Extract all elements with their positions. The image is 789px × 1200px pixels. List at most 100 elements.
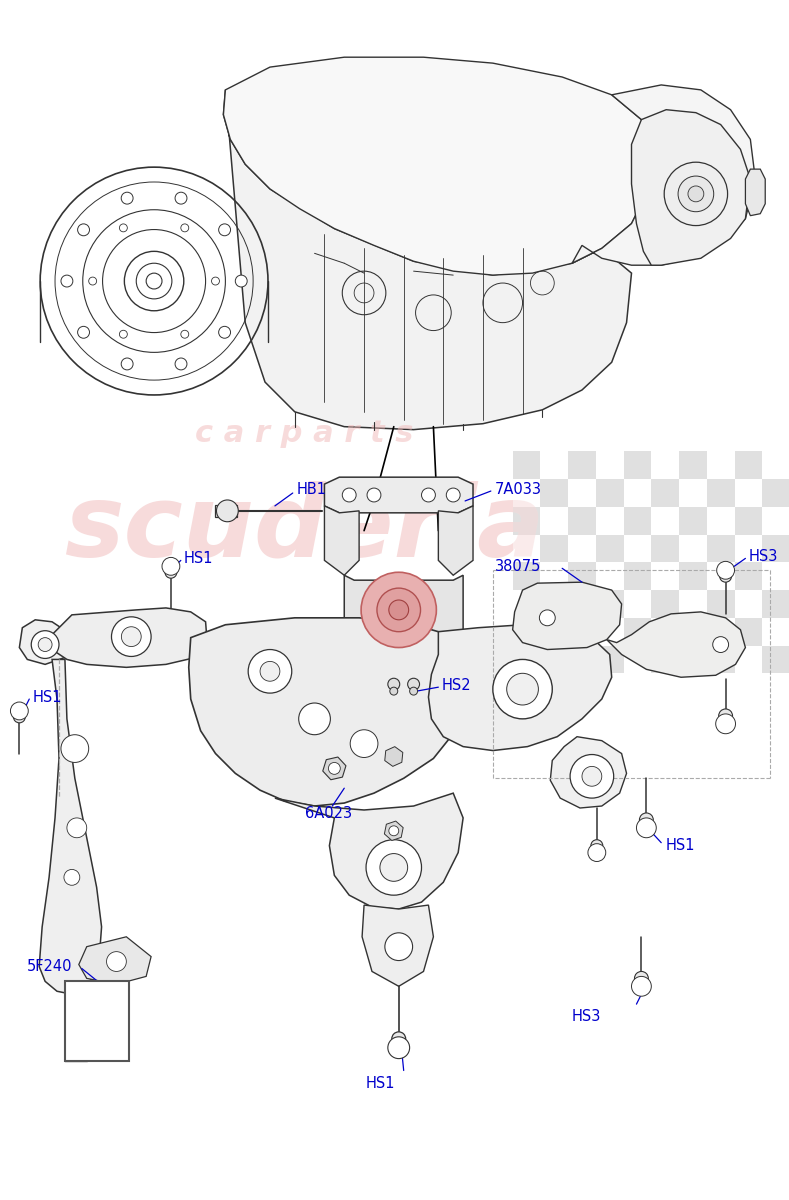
Bar (540, 506, 568, 535)
Circle shape (390, 688, 398, 695)
Circle shape (385, 932, 413, 960)
Bar (513, 451, 789, 700)
Bar (513, 451, 540, 479)
Bar (762, 563, 789, 590)
Circle shape (88, 277, 96, 286)
Bar (596, 646, 623, 673)
Text: HB1: HB1 (297, 481, 327, 497)
Bar (623, 535, 651, 563)
Circle shape (588, 844, 606, 862)
Bar (596, 506, 623, 535)
Text: HS1: HS1 (32, 690, 62, 704)
Bar (596, 479, 623, 506)
Bar (513, 506, 540, 535)
Circle shape (111, 617, 151, 656)
Bar (707, 618, 735, 646)
Bar (735, 535, 762, 563)
Bar (513, 535, 540, 563)
Bar (735, 563, 762, 590)
Bar (568, 451, 596, 479)
Bar (568, 479, 596, 506)
Text: c a r p a r t s: c a r p a r t s (195, 419, 413, 448)
Circle shape (361, 572, 436, 648)
Bar (651, 618, 679, 646)
Text: 38075: 38075 (495, 559, 541, 574)
Bar (762, 451, 789, 479)
Circle shape (720, 570, 731, 582)
Bar (679, 479, 707, 506)
Circle shape (350, 730, 378, 757)
Bar (707, 590, 735, 618)
Bar (679, 451, 707, 479)
Circle shape (328, 762, 340, 774)
Circle shape (107, 952, 126, 972)
Bar (707, 479, 735, 506)
Bar (568, 590, 596, 618)
Bar (623, 646, 651, 673)
Bar (651, 506, 679, 535)
Bar (762, 590, 789, 618)
Bar (735, 451, 762, 479)
Circle shape (392, 1032, 406, 1045)
Text: HS1: HS1 (665, 838, 694, 853)
Polygon shape (631, 109, 750, 265)
Bar (762, 618, 789, 646)
Bar (596, 590, 623, 618)
Bar (623, 479, 651, 506)
Bar (679, 563, 707, 590)
Bar (735, 618, 762, 646)
Bar (568, 646, 596, 673)
Bar (215, 505, 237, 517)
Circle shape (664, 162, 727, 226)
Circle shape (678, 176, 714, 211)
Bar (623, 563, 651, 590)
Circle shape (342, 488, 356, 502)
Text: HS1: HS1 (366, 1076, 395, 1091)
Bar (651, 563, 679, 590)
Text: HS3: HS3 (572, 1008, 601, 1024)
Circle shape (388, 678, 400, 690)
Polygon shape (223, 58, 651, 275)
Text: HS3: HS3 (749, 548, 778, 564)
Bar (762, 506, 789, 535)
Circle shape (61, 734, 88, 762)
Polygon shape (513, 582, 622, 649)
Bar (623, 506, 651, 535)
Bar (568, 563, 596, 590)
Polygon shape (20, 620, 72, 665)
Circle shape (61, 275, 73, 287)
Bar (679, 590, 707, 618)
Circle shape (235, 275, 247, 287)
Bar (65, 982, 129, 1061)
Circle shape (77, 326, 89, 338)
Bar (679, 646, 707, 673)
Circle shape (211, 277, 219, 286)
Circle shape (591, 840, 603, 852)
Circle shape (119, 224, 127, 232)
Bar (651, 535, 679, 563)
Circle shape (540, 610, 555, 625)
Bar (735, 646, 762, 673)
Polygon shape (275, 793, 463, 910)
Bar (623, 618, 651, 646)
Circle shape (249, 649, 292, 694)
Bar (707, 646, 735, 673)
Circle shape (165, 566, 177, 578)
Circle shape (367, 488, 381, 502)
Circle shape (119, 330, 127, 338)
Circle shape (380, 853, 408, 881)
Circle shape (631, 977, 651, 996)
Bar (513, 479, 540, 506)
Bar (762, 479, 789, 506)
Bar (540, 535, 568, 563)
Bar (651, 451, 679, 479)
Bar (540, 590, 568, 618)
Polygon shape (572, 85, 755, 265)
Bar (513, 618, 540, 646)
Polygon shape (362, 905, 433, 986)
Circle shape (493, 660, 552, 719)
Polygon shape (607, 612, 746, 677)
Circle shape (366, 840, 421, 895)
Text: HS1: HS1 (184, 551, 213, 566)
Bar (568, 506, 596, 535)
